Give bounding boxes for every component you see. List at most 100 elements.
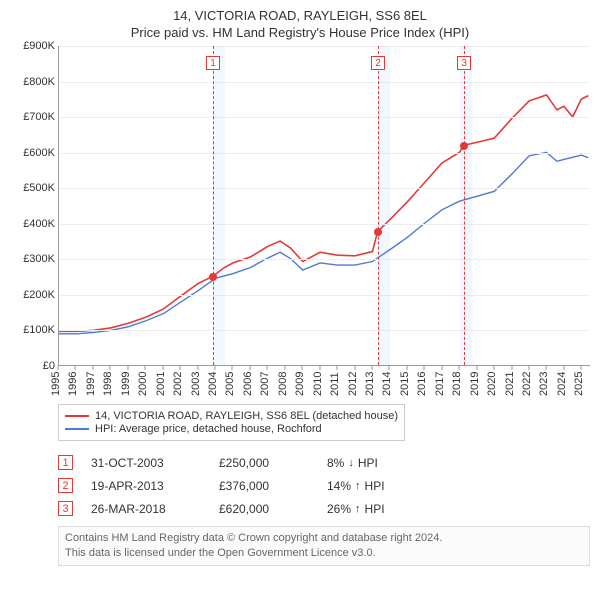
x-tick-label: 2002	[172, 372, 184, 396]
events-table: 131-OCT-2003£250,0008%↓HPI219-APR-2013£3…	[58, 453, 590, 518]
event-row: 131-OCT-2003£250,0008%↓HPI	[58, 453, 590, 472]
y-tick-label: £500K	[11, 182, 55, 194]
y-tick-label: £700K	[11, 111, 55, 123]
legend-item: HPI: Average price, detached house, Roch…	[65, 423, 398, 435]
legend-item: 14, VICTORIA ROAD, RAYLEIGH, SS6 8EL (de…	[65, 410, 398, 422]
event-line	[213, 46, 214, 365]
x-tick-label: 2004	[207, 372, 219, 396]
y-tick-label: £100K	[11, 324, 55, 336]
event-date: 19-APR-2013	[91, 479, 201, 493]
x-tick-mark	[337, 366, 338, 370]
x-tick-label: 2010	[311, 372, 323, 396]
shaded-period	[213, 46, 225, 365]
x-tick-label: 2022	[521, 372, 533, 396]
x-tick-mark	[354, 366, 355, 370]
x-tick-label: 2018	[451, 372, 463, 396]
x-tick-mark	[302, 366, 303, 370]
gridline	[59, 224, 590, 225]
x-axis-ticks: 1995199619971998199920002001200220032004…	[58, 366, 590, 402]
footer-line: This data is licensed under the Open Gov…	[65, 546, 583, 561]
gridline	[59, 46, 590, 47]
x-tick-mark	[441, 366, 442, 370]
shaded-period	[378, 46, 390, 365]
x-tick-label: 2017	[433, 372, 445, 396]
event-row: 3 26-MAR-2018 £620,000 26% ↑ HPI	[58, 499, 590, 518]
event-number: 3	[58, 501, 73, 516]
y-tick-label: £800K	[11, 76, 55, 88]
event-number-marker: 3	[457, 56, 471, 70]
x-tick-label: 2020	[486, 372, 498, 396]
x-tick-mark	[267, 366, 268, 370]
gridline	[59, 82, 590, 83]
x-tick-label: 1996	[67, 372, 79, 396]
chart-container: £0£100K£200K£300K£400K£500K£600K£700K£80…	[10, 46, 590, 402]
event-line	[378, 46, 379, 365]
x-tick-label: 2001	[154, 372, 166, 396]
event-price: £620,000	[219, 502, 309, 516]
event-number: 2	[58, 478, 73, 493]
gridline	[59, 259, 590, 260]
x-tick-mark	[162, 366, 163, 370]
legend-swatch	[65, 415, 89, 417]
x-tick-mark	[459, 366, 460, 370]
event-diff-pct: 26%	[327, 502, 351, 516]
event-row: 219-APR-2013£376,00014%↑HPI	[58, 476, 590, 495]
x-tick-mark	[197, 366, 198, 370]
x-tick-mark	[406, 366, 407, 370]
y-tick-label: £900K	[11, 40, 55, 52]
event-date: 26-MAR-2018	[91, 502, 201, 516]
y-tick-label: £200K	[11, 289, 55, 301]
y-tick-label: £600K	[11, 147, 55, 159]
arrow-up-icon: ↑	[355, 503, 361, 515]
x-tick-label: 2009	[294, 372, 306, 396]
x-tick-mark	[319, 366, 320, 370]
x-tick-label: 2003	[189, 372, 201, 396]
event-diff-pct: 14%	[327, 479, 351, 493]
x-tick-mark	[75, 366, 76, 370]
event-number-marker: 1	[206, 56, 220, 70]
x-tick-mark	[371, 366, 372, 370]
event-diff-vs: HPI	[365, 502, 385, 516]
x-tick-label: 1995	[50, 372, 62, 396]
legend: 14, VICTORIA ROAD, RAYLEIGH, SS6 8EL (de…	[58, 404, 405, 441]
x-tick-mark	[127, 366, 128, 370]
event-line	[464, 46, 465, 365]
x-tick-mark	[249, 366, 250, 370]
legend-label: 14, VICTORIA ROAD, RAYLEIGH, SS6 8EL (de…	[95, 410, 398, 422]
x-tick-mark	[424, 366, 425, 370]
x-tick-label: 2016	[416, 372, 428, 396]
x-tick-mark	[284, 366, 285, 370]
series-svg	[59, 46, 590, 365]
x-tick-mark	[145, 366, 146, 370]
x-tick-label: 2014	[381, 372, 393, 396]
event-date: 31-OCT-2003	[91, 456, 201, 470]
gridline	[59, 295, 590, 296]
event-diff: 8%↓HPI	[327, 456, 437, 470]
event-number-marker: 2	[371, 56, 385, 70]
x-tick-mark	[180, 366, 181, 370]
x-tick-mark	[528, 366, 529, 370]
legend-label: HPI: Average price, detached house, Roch…	[95, 423, 322, 435]
event-price: £250,000	[219, 456, 309, 470]
x-tick-label: 2013	[364, 372, 376, 396]
x-tick-mark	[563, 366, 564, 370]
attribution-footer: Contains HM Land Registry data © Crown c…	[58, 526, 590, 566]
x-tick-label: 2011	[329, 372, 341, 396]
x-tick-mark	[511, 366, 512, 370]
x-tick-mark	[232, 366, 233, 370]
x-tick-label: 2021	[503, 372, 515, 396]
x-tick-mark	[546, 366, 547, 370]
x-tick-mark	[494, 366, 495, 370]
footer-line: Contains HM Land Registry data © Crown c…	[65, 531, 583, 546]
event-diff-pct: 8%	[327, 456, 344, 470]
x-tick-label: 2008	[277, 372, 289, 396]
x-tick-label: 2000	[137, 372, 149, 396]
event-diff: 26% ↑ HPI	[327, 502, 437, 516]
x-tick-label: 1999	[120, 372, 132, 396]
x-tick-label: 2025	[573, 372, 585, 396]
x-tick-mark	[581, 366, 582, 370]
chart-title: 14, VICTORIA ROAD, RAYLEIGH, SS6 8EL	[10, 8, 590, 23]
x-tick-label: 2007	[259, 372, 271, 396]
x-tick-mark	[58, 366, 59, 370]
event-price: £376,000	[219, 479, 309, 493]
